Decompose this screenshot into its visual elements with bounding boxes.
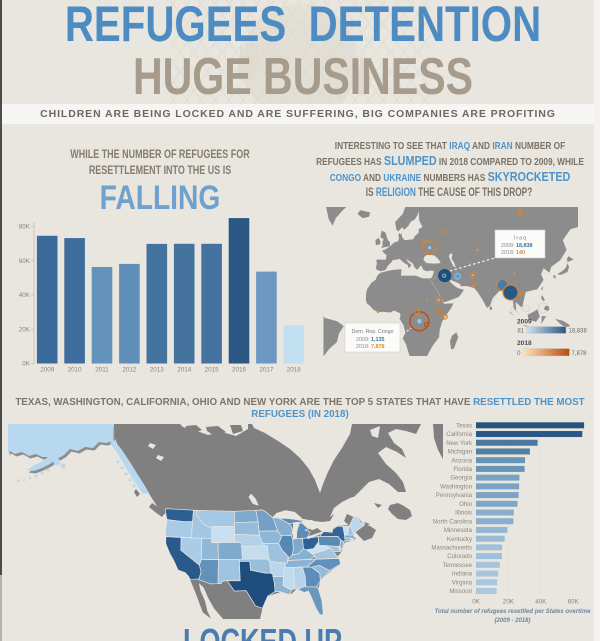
svg-text:60K: 60K xyxy=(568,599,580,606)
svg-text:2014: 2014 xyxy=(177,367,192,374)
svg-text:California: California xyxy=(446,431,472,438)
svg-text:Dem. Rep. Congo: Dem. Rep. Congo xyxy=(352,329,394,335)
svg-text:20K: 20K xyxy=(19,326,31,333)
svg-text:Massachusetts: Massachusetts xyxy=(431,544,472,551)
svg-text:North Carolina: North Carolina xyxy=(433,518,473,525)
svg-text:Missouri: Missouri xyxy=(449,588,472,595)
svg-text:Washington: Washington xyxy=(440,483,472,490)
svg-text:2009: 2009 xyxy=(40,367,55,374)
svg-text:Iraq: Iraq xyxy=(514,236,526,242)
svg-text:7,878: 7,878 xyxy=(572,351,588,357)
svg-text:2009: 18,838: 2009: 18,838 xyxy=(501,243,533,249)
svg-text:Michigan: Michigan xyxy=(448,449,472,456)
svg-text:40K: 40K xyxy=(19,292,31,299)
svg-text:Kentucky: Kentucky xyxy=(447,536,473,543)
svg-text:80K: 80K xyxy=(19,224,31,231)
svg-text:20K: 20K xyxy=(503,599,515,606)
svg-text:Indiana: Indiana xyxy=(452,571,473,578)
svg-text:Texas: Texas xyxy=(456,422,472,429)
svg-text:2009: 1,135: 2009: 1,135 xyxy=(356,337,385,343)
svg-text:Florida: Florida xyxy=(453,466,472,473)
svg-text:2018: 140: 2018: 140 xyxy=(501,250,525,256)
svg-text:Tennessee: Tennessee xyxy=(443,562,473,569)
svg-text:2018: 7,878: 2018: 7,878 xyxy=(356,344,385,350)
svg-text:2013: 2013 xyxy=(150,367,165,374)
svg-text:Georgia: Georgia xyxy=(450,475,472,482)
svg-text:Pennsylvania: Pennsylvania xyxy=(436,492,473,499)
svg-text:Illinois: Illinois xyxy=(455,510,472,517)
svg-text:Arizona: Arizona xyxy=(451,457,472,464)
svg-text:2011: 2011 xyxy=(95,367,109,374)
svg-text:Ohio: Ohio xyxy=(459,501,472,508)
svg-text:0: 0 xyxy=(517,351,521,357)
svg-text:New York: New York xyxy=(446,440,473,447)
svg-text:81: 81 xyxy=(517,329,524,335)
svg-text:40K: 40K xyxy=(535,599,547,606)
svg-text:Minnesota: Minnesota xyxy=(444,527,473,534)
svg-text:18,838: 18,838 xyxy=(569,329,588,335)
svg-text:0K: 0K xyxy=(22,361,31,368)
svg-text:Virginia: Virginia xyxy=(452,579,473,586)
svg-text:60K: 60K xyxy=(19,258,31,265)
svg-text:2009: 2009 xyxy=(517,319,532,326)
svg-text:Colorado: Colorado xyxy=(447,553,472,560)
svg-text:2012: 2012 xyxy=(122,367,137,374)
svg-text:2018: 2018 xyxy=(517,340,532,347)
svg-text:2018: 2018 xyxy=(287,367,302,374)
svg-text:2010: 2010 xyxy=(68,367,83,374)
svg-text:0K: 0K xyxy=(472,599,480,606)
svg-text:2016: 2016 xyxy=(232,367,247,374)
svg-text:2015: 2015 xyxy=(205,367,220,374)
svg-text:2017: 2017 xyxy=(259,367,274,374)
